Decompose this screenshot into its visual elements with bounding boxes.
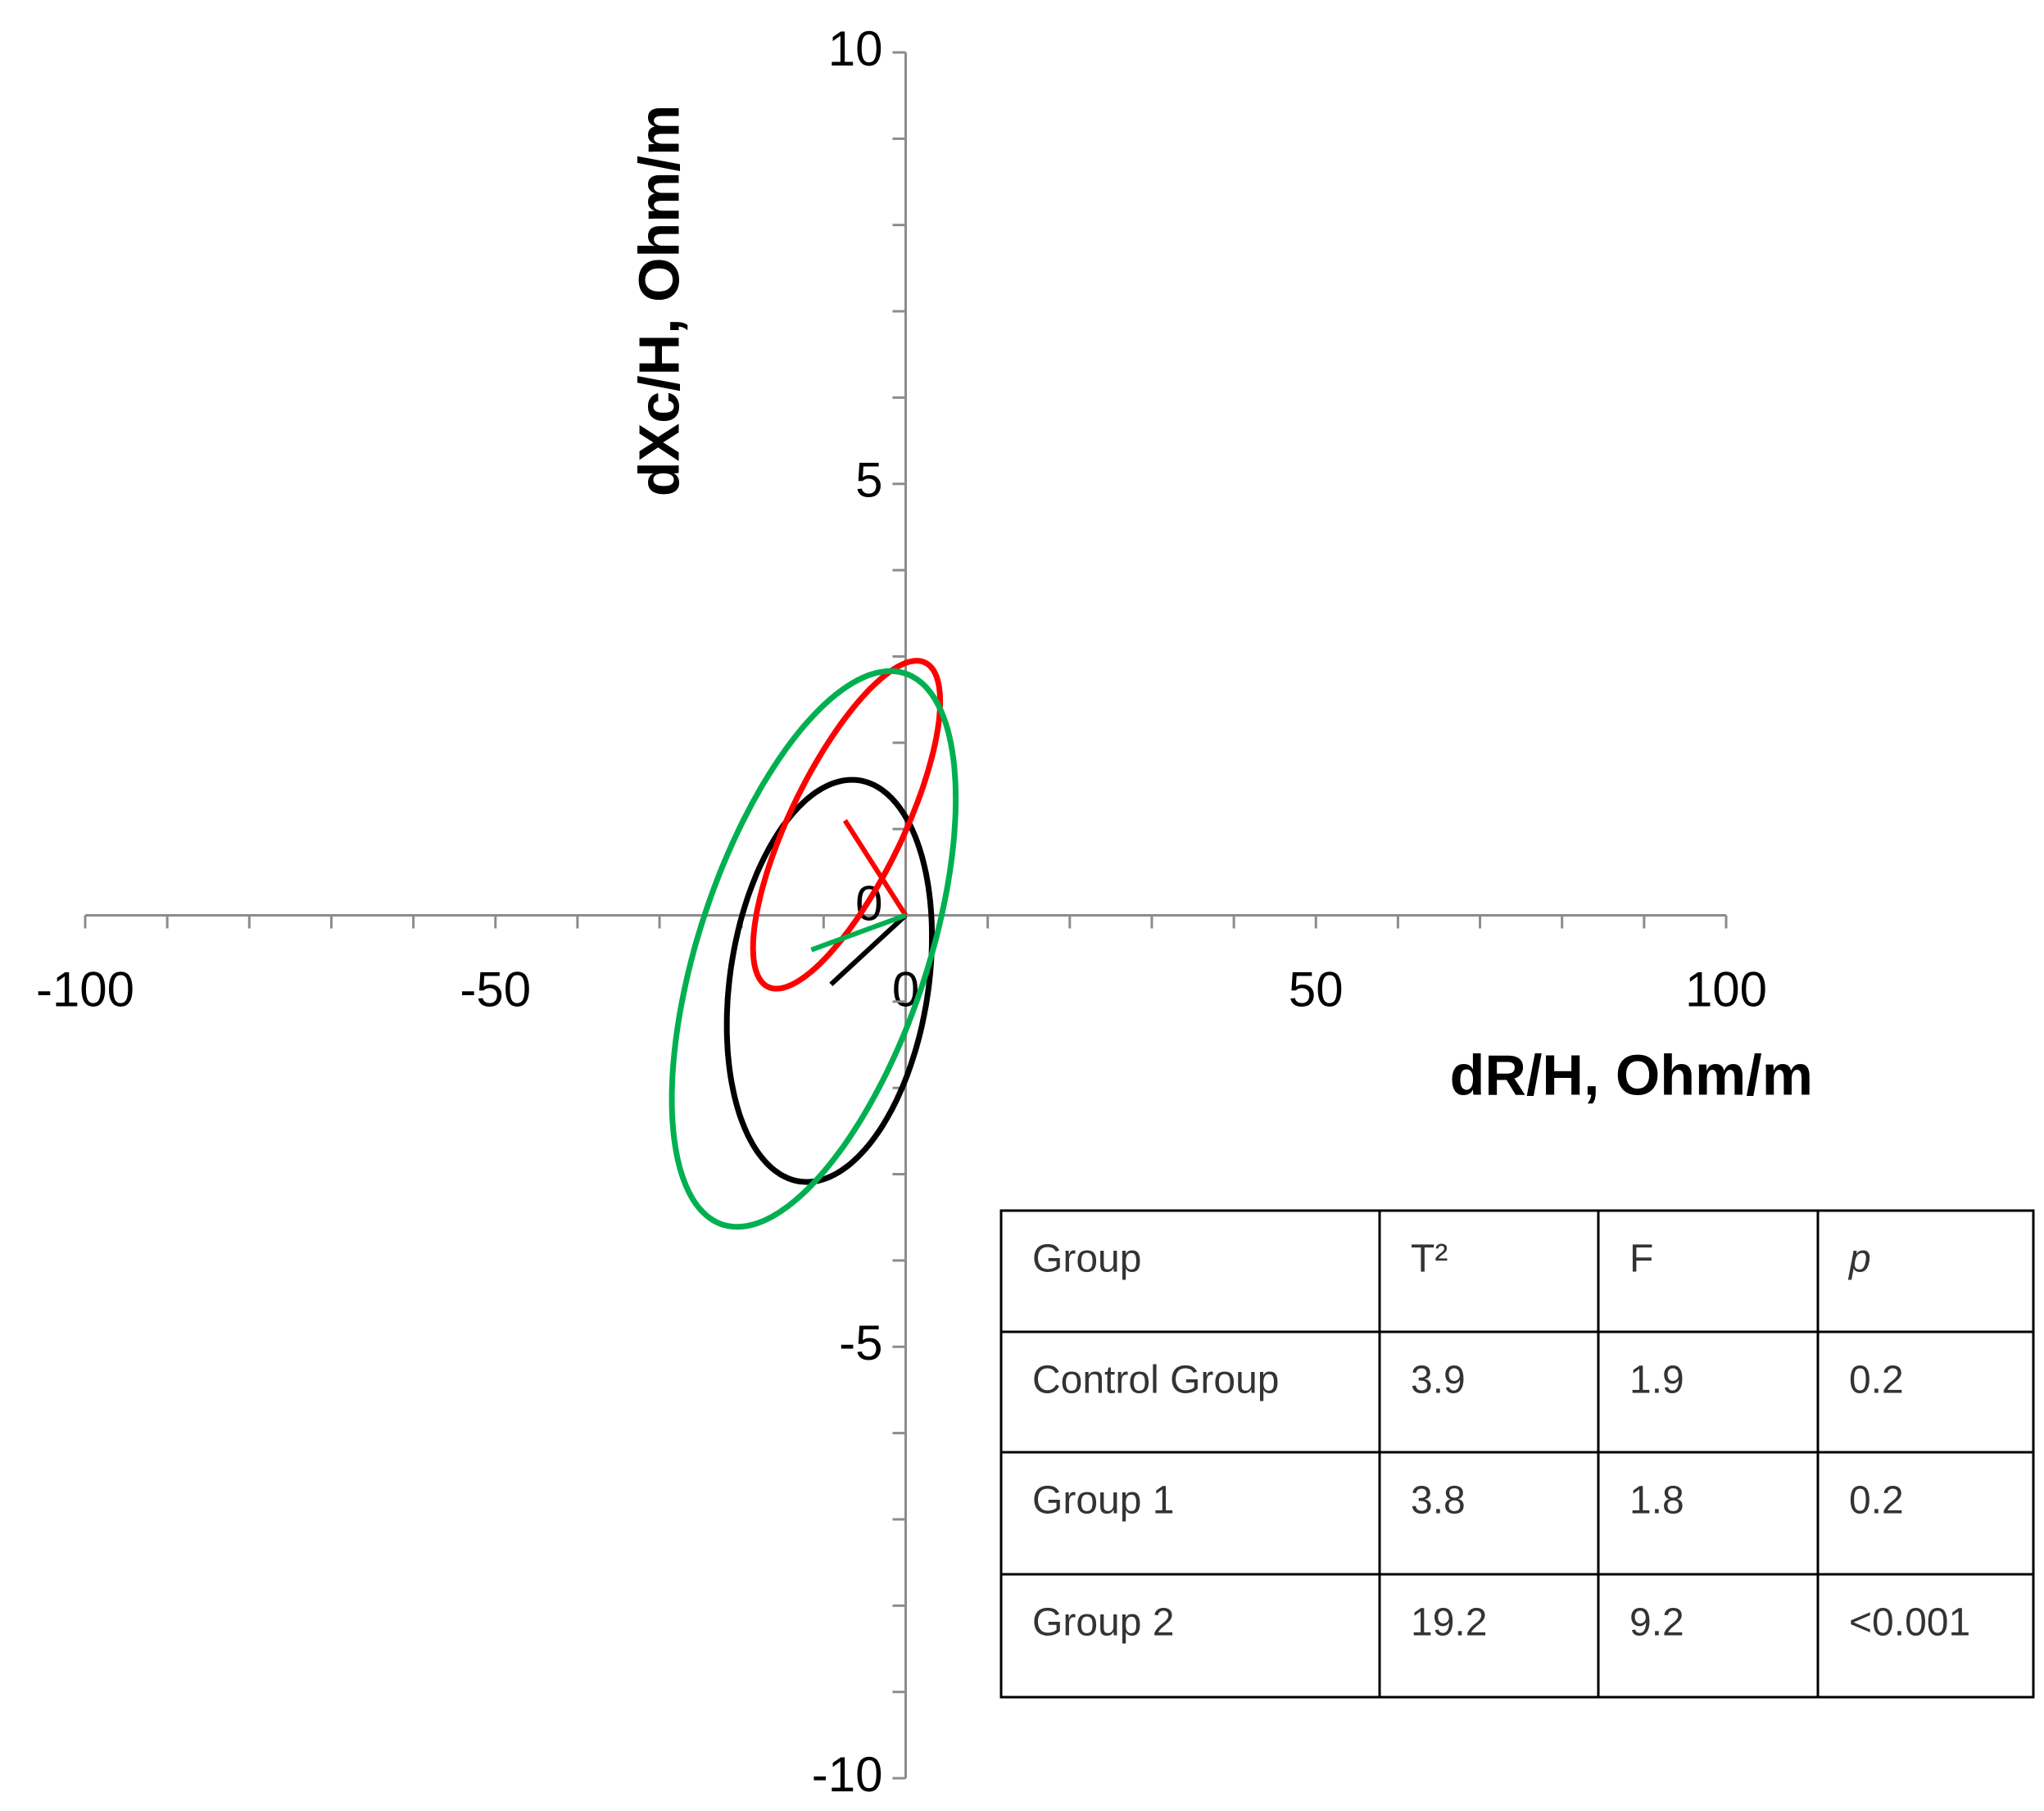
table-header-cell: p: [1847, 1238, 1871, 1281]
table-header-cell: Group: [1032, 1238, 1141, 1281]
x-tick-label: 50: [1289, 962, 1344, 1016]
table-header-cell: F: [1629, 1238, 1653, 1281]
table-cell: 1.8: [1629, 1479, 1684, 1523]
x-axis-title: dR/H, Ohm/m: [1450, 1043, 1813, 1107]
y-axis-title: dXc/H, Ohm/m: [627, 105, 691, 496]
table-cell: 0.2: [1849, 1479, 1904, 1523]
table-bg: [999, 1209, 2035, 1699]
table-cell: 9.2: [1629, 1601, 1684, 1645]
table-cell: <0.001: [1849, 1601, 1970, 1645]
table-cell: 1.9: [1629, 1359, 1684, 1402]
table-cell: 0.2: [1849, 1359, 1904, 1402]
table-cell: 19.2: [1411, 1601, 1487, 1645]
x-tick-label: -50: [460, 962, 531, 1016]
table-cell: 3.8: [1411, 1479, 1466, 1523]
table-header-cell: T²: [1411, 1238, 1448, 1281]
mean-vector: [842, 818, 909, 917]
confidence-ellipse: [668, 668, 959, 1230]
x-tick-label: -100: [36, 962, 134, 1016]
y-tick-label: 5: [855, 453, 882, 508]
mean-vector: [810, 912, 907, 953]
table-cell: Group 1: [1032, 1479, 1174, 1523]
x-tick-label: 100: [1685, 962, 1767, 1016]
confidence-ellipse: [723, 776, 935, 1185]
table-cell: 3.9: [1411, 1359, 1466, 1402]
y-tick-label: -10: [812, 1747, 883, 1802]
table-cell: Control Group: [1032, 1359, 1279, 1402]
y-tick-label: 10: [828, 21, 883, 76]
mean-vector: [829, 913, 908, 986]
table-cell: Group 2: [1032, 1601, 1174, 1645]
y-tick-label: -5: [839, 1315, 882, 1370]
